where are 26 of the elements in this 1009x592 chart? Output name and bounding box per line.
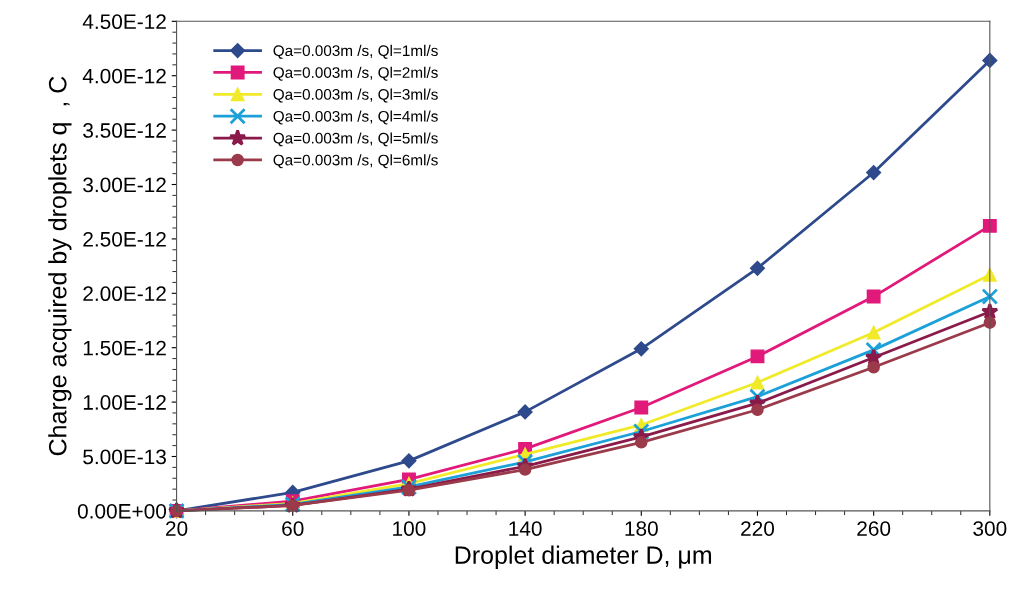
y-tick-label: 3.00E-12 — [83, 177, 166, 193]
y-tick-label: 3.50E-12 — [83, 123, 166, 138]
x-tick-label: 20 — [166, 521, 188, 536]
x-tick-label: 180 — [625, 521, 658, 536]
y-tick-label: 1.50E-12 — [83, 340, 166, 356]
y-axis-title: Charge acquired by droplets q , C — [48, 76, 72, 456]
y-tick-label: 0.00E+00 — [77, 503, 167, 519]
legend-label: Qa=0.003m /s, Ql=6ml/s — [273, 154, 438, 169]
x-tick-label: 260 — [857, 521, 891, 536]
legend-label: Qa=0.003m /s, Ql=1ml/s — [273, 44, 438, 59]
legend-label: Qa=0.003m /s, Ql=3ml/s — [273, 88, 438, 103]
x-axis-title: Droplet diameter D, μm — [455, 545, 712, 569]
legend-label: Qa=0.003m /s, Ql=4ml/s — [273, 110, 438, 125]
y-tick-label: 5.00E-13 — [83, 449, 166, 465]
x-tick-label: 220 — [741, 521, 775, 536]
y-tick-label: 2.50E-12 — [83, 231, 166, 247]
legend-label: Qa=0.003m /s, Ql=2ml/s — [273, 66, 438, 81]
legend-label: Qa=0.003m /s, Ql=5ml/s — [273, 132, 438, 147]
y-tick-label: 2.00E-12 — [83, 286, 166, 302]
y-tick-label: 4.50E-12 — [82, 14, 166, 30]
y-tick-label: 1.00E-12 — [83, 395, 166, 410]
x-tick-label: 300 — [973, 521, 1007, 536]
x-tick-label: 140 — [509, 521, 542, 536]
y-tick-label: 4.00E-12 — [82, 68, 166, 84]
x-tick-label: 100 — [393, 521, 426, 536]
x-tick-label: 60 — [282, 521, 304, 536]
